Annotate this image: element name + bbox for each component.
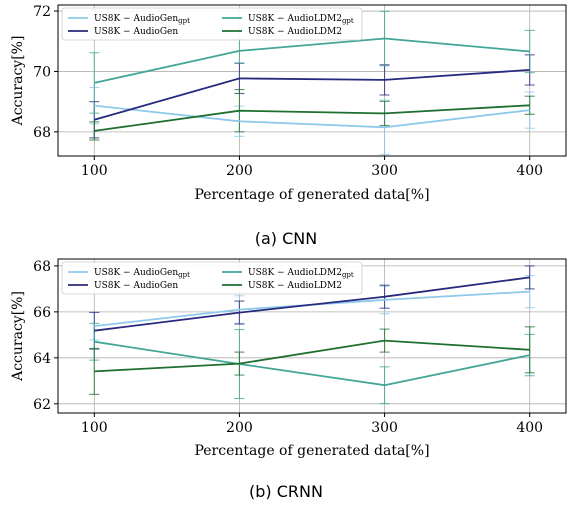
y-tick-label: 68 bbox=[33, 125, 51, 141]
y-axis-label: Accuracy[%] bbox=[10, 36, 26, 127]
series-line-2 bbox=[94, 340, 530, 387]
legend-label: US8K − AudioLDM2gpt bbox=[248, 268, 354, 279]
series-line-0 bbox=[94, 290, 530, 327]
series-line-0 bbox=[94, 104, 530, 129]
x-tick-label: 100 bbox=[81, 163, 108, 179]
y-tick-label: 66 bbox=[33, 305, 51, 321]
legend-label: US8K − AudioLDM2 bbox=[248, 281, 342, 291]
series-line-3 bbox=[94, 339, 530, 373]
series-line-2 bbox=[94, 37, 530, 84]
plot-frame bbox=[57, 258, 567, 414]
series-line-3 bbox=[94, 104, 530, 132]
legend-label: US8K − AudioGen bbox=[94, 281, 178, 291]
x-axis-label: Percentage of generated data[%] bbox=[194, 443, 429, 459]
legend-label: US8K − AudioGengpt bbox=[94, 268, 190, 279]
plot-frame bbox=[57, 4, 567, 157]
x-tick-label: 300 bbox=[371, 420, 398, 436]
y-tick-label: 64 bbox=[33, 351, 51, 367]
legend-label: US8K − AudioLDM2gpt bbox=[248, 14, 354, 25]
x-tick-label: 200 bbox=[226, 163, 253, 179]
x-axis-label: Percentage of generated data[%] bbox=[194, 187, 429, 203]
x-tick-label: 100 bbox=[81, 420, 108, 436]
chart-panel-crnn: 100 200 300 400 62 64 66 68 Percentage of genera… bbox=[10, 258, 567, 501]
legend-box bbox=[61, 261, 363, 295]
legend-label: US8K − AudioGengpt bbox=[94, 14, 190, 25]
legend-box bbox=[61, 7, 363, 41]
figure-caption: (b) CRNN bbox=[249, 482, 323, 501]
y-tick-label: 62 bbox=[33, 397, 51, 413]
figure-caption: (a) CNN bbox=[255, 229, 317, 248]
y-axis-label: Accuracy[%] bbox=[10, 291, 26, 382]
series-line-1 bbox=[94, 276, 530, 332]
series-line-1 bbox=[94, 69, 530, 121]
chart-panel-cnn: 100 200 300 400 68 70 72 Percentage of generate… bbox=[10, 4, 567, 248]
x-tick-label: 200 bbox=[226, 420, 253, 436]
legend-label: US8K − AudioGen bbox=[94, 27, 178, 37]
y-tick-label: 70 bbox=[33, 64, 51, 80]
y-tick-label: 72 bbox=[33, 4, 51, 20]
x-tick-label: 400 bbox=[516, 420, 543, 436]
legend-label: US8K − AudioLDM2 bbox=[248, 27, 342, 37]
y-tick-label: 68 bbox=[33, 259, 51, 275]
x-tick-label: 400 bbox=[516, 163, 543, 179]
x-tick-label: 300 bbox=[371, 163, 398, 179]
